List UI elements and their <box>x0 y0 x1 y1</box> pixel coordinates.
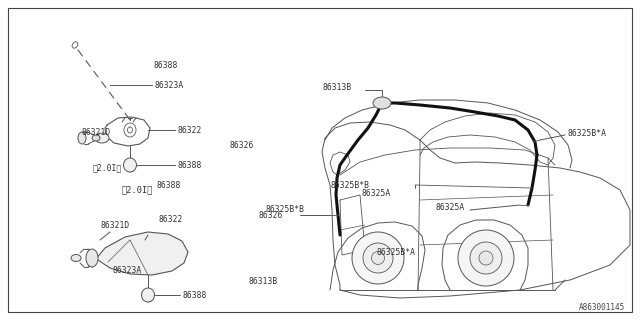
Text: 86388: 86388 <box>157 181 181 190</box>
Text: 86325A: 86325A <box>362 189 391 198</box>
Ellipse shape <box>479 251 493 265</box>
Ellipse shape <box>458 230 514 286</box>
Text: 2.0I、: 2.0I、 <box>122 186 154 195</box>
Ellipse shape <box>363 243 393 273</box>
Text: 86325B*B: 86325B*B <box>266 205 305 214</box>
Text: 86322: 86322 <box>159 215 183 224</box>
Text: 86388: 86388 <box>154 61 178 70</box>
Text: 86325B*A: 86325B*A <box>567 129 606 138</box>
Text: 86322: 86322 <box>177 125 202 134</box>
Text: 86325A: 86325A <box>435 204 464 212</box>
Ellipse shape <box>127 127 132 133</box>
Ellipse shape <box>371 252 385 265</box>
Ellipse shape <box>78 132 86 144</box>
Text: 86313B: 86313B <box>248 277 278 286</box>
Ellipse shape <box>373 97 391 109</box>
Polygon shape <box>95 232 188 275</box>
Ellipse shape <box>124 158 136 172</box>
Ellipse shape <box>352 232 404 284</box>
Ellipse shape <box>95 133 109 143</box>
Text: 86388: 86388 <box>182 291 206 300</box>
Ellipse shape <box>470 242 502 274</box>
Text: 86326: 86326 <box>229 141 253 150</box>
Text: 86323A: 86323A <box>112 266 141 275</box>
Text: （2.0I）: （2.0I） <box>93 164 122 172</box>
Ellipse shape <box>92 135 100 141</box>
Text: 86326: 86326 <box>258 211 282 220</box>
Text: 86321D: 86321D <box>100 220 129 229</box>
Text: 86325B*B: 86325B*B <box>330 180 369 189</box>
Ellipse shape <box>86 249 98 267</box>
Text: 86321D: 86321D <box>82 128 111 137</box>
Text: A863001145: A863001145 <box>579 303 625 312</box>
Text: 86388: 86388 <box>177 161 202 170</box>
Text: 86323A: 86323A <box>154 81 183 90</box>
Text: 86325B*A: 86325B*A <box>376 248 415 257</box>
Text: 86313B: 86313B <box>322 83 351 92</box>
Ellipse shape <box>71 254 81 261</box>
Ellipse shape <box>72 42 78 48</box>
Ellipse shape <box>141 288 154 302</box>
